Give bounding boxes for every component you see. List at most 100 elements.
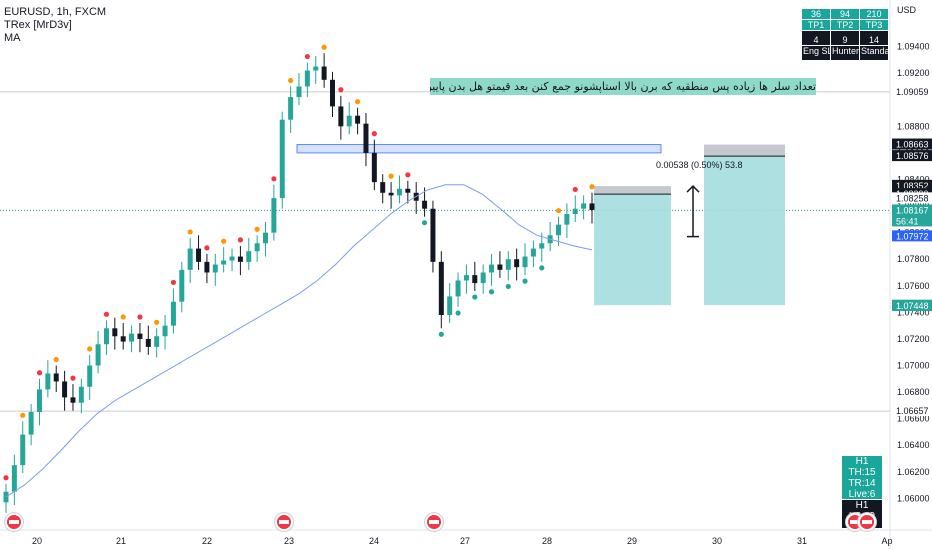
signal-dot (371, 131, 377, 137)
signal-dot (421, 220, 428, 226)
long-position-stop (594, 186, 671, 195)
candle-body (196, 248, 202, 262)
price-label-box (892, 150, 932, 162)
tp2-label: TP2 (830, 19, 860, 31)
signal-dot (488, 289, 495, 295)
price-label-text: 1.08663 (896, 140, 929, 150)
stats-teal-line-3: TR:14 (848, 478, 876, 489)
tp-table: 36 94 210 TP1 TP2 TP3 4 9 14 Eng SL Hunter Stand… (801, 8, 889, 61)
candle-body (288, 97, 294, 120)
time-tick-label: 31 (797, 536, 807, 546)
candle-body (154, 336, 160, 347)
annotation-note[interactable]: تعداد سلر ها زیاده پس منطقیه که برن بالا… (430, 78, 816, 95)
tp3-count: 210 (859, 8, 889, 20)
signal-dot (36, 370, 43, 376)
candle-body (246, 251, 252, 262)
candle-body (380, 182, 386, 193)
signal-dot (505, 283, 511, 290)
price-label-box (892, 192, 932, 204)
tp2-count: 94 (830, 8, 860, 20)
price-label-text: 1.08167 (896, 205, 929, 215)
price-label-box (892, 138, 932, 150)
stats-teal-line-4: Live:6 (848, 489, 876, 500)
us-flag-event-icon[interactable] (858, 513, 876, 531)
candle-body (489, 264, 495, 273)
signal-dot (170, 279, 177, 286)
signal-dot (539, 265, 545, 271)
candle-body (539, 243, 545, 249)
us-flag-event-icon[interactable] (425, 513, 443, 531)
signal-dot (154, 319, 160, 325)
price-label-box (892, 405, 932, 417)
us-flag-event-icon[interactable] (275, 513, 293, 531)
price-tick-label: 1.06400 (897, 440, 930, 450)
candle-body (279, 119, 285, 199)
candle-body (221, 260, 227, 265)
candle-body (137, 333, 143, 339)
signal-dot (87, 346, 93, 352)
signal-dot (20, 412, 26, 418)
us-flag-event-icon[interactable] (5, 513, 23, 531)
candle-body (120, 336, 126, 342)
candle-body (179, 269, 185, 302)
candle-body (505, 259, 511, 270)
price-label-box (892, 85, 932, 97)
candle-body (589, 203, 595, 211)
candle-body (95, 344, 101, 366)
candle-body (162, 325, 168, 337)
stats-teal-line-2: TH:15 (848, 467, 876, 478)
price-label-text: 1.08258 (896, 193, 929, 203)
candle-body (346, 115, 352, 127)
price-label-box (892, 230, 932, 242)
price-tick-label: 1.07800 (897, 254, 930, 264)
price-label-text: 1.09059 (896, 87, 929, 97)
candle-body (564, 214, 570, 225)
signal-dot (204, 245, 210, 251)
measure-label: 0.00538 (0.50%) 53.8 (656, 160, 743, 170)
candle-body (304, 70, 310, 87)
stats-box-teal: H1 TH:15 TR:14 Live:6 (842, 456, 882, 500)
candle-body (212, 264, 218, 273)
candle-body (480, 272, 486, 284)
signal-dot (321, 44, 327, 50)
candle-body (70, 397, 76, 403)
measure-arrowhead (686, 185, 700, 193)
signal-dot (3, 475, 9, 481)
candle-body (572, 208, 578, 215)
price-tick-label: 1.07200 (897, 334, 930, 344)
price-label-box (892, 179, 932, 191)
candle-body (388, 192, 394, 196)
currency-label: USD (897, 5, 917, 15)
standard-label: Standard (859, 45, 889, 61)
time-tick-label: 30 (712, 536, 722, 546)
signal-dot (338, 87, 344, 93)
candle-body (371, 152, 377, 183)
candle-body (103, 328, 109, 345)
hunter-label: Hunter (830, 45, 860, 61)
candle-body (422, 200, 428, 209)
candle-body (11, 465, 17, 492)
candle-body (455, 280, 461, 297)
projected-position-target (704, 156, 785, 306)
time-tick-label: 22 (202, 536, 212, 546)
price-tick-label: 1.06800 (897, 387, 930, 397)
candle-body (296, 86, 302, 98)
candle-body (581, 203, 587, 209)
price-tick-label: 1.07400 (897, 307, 930, 317)
price-label-box (892, 299, 932, 311)
price-tick-label: 1.06200 (897, 467, 930, 477)
price-tick-label: 1.08400 (897, 174, 930, 184)
signal-dot (472, 294, 478, 300)
price-label-box (892, 204, 932, 227)
time-tick-label: 27 (460, 536, 470, 546)
tp1-count: 36 (801, 8, 831, 20)
signal-dot (455, 310, 461, 316)
long-position-target (594, 194, 671, 306)
candle-body (463, 275, 469, 281)
signal-dot (103, 311, 110, 317)
price-tick-label: 1.08800 (897, 121, 930, 131)
candle-body (313, 66, 319, 71)
indicator-ma-label: MA (4, 32, 21, 44)
